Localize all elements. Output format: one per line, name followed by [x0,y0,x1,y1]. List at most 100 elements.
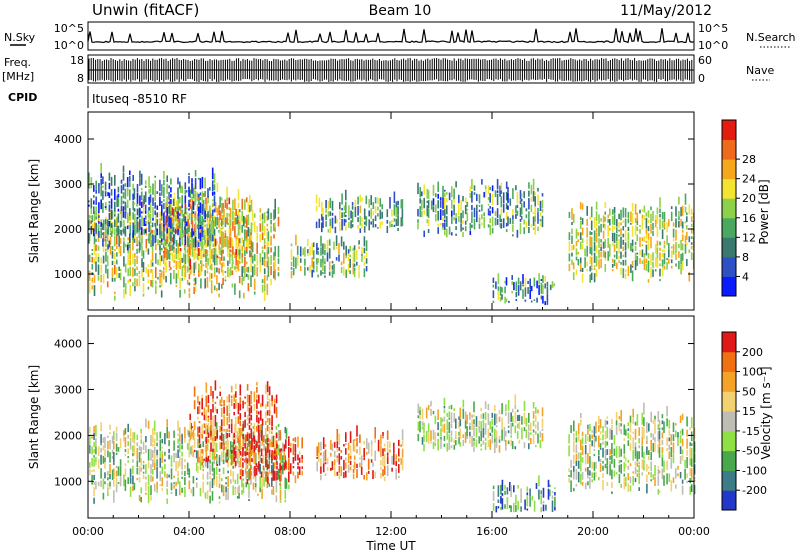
data-point [363,255,366,259]
data-point [129,215,131,221]
data-point [266,434,269,439]
data-point [160,277,163,288]
data-point [154,210,156,215]
data-point [317,258,319,264]
data-point [668,473,671,483]
data-point [152,183,154,195]
data-point [398,439,400,447]
data-point [213,285,216,291]
data-point [652,261,654,269]
data-point [593,438,596,448]
data-point [484,185,487,189]
data-point [219,257,221,265]
data-point [188,293,191,298]
data-point [476,210,478,223]
data-point [370,195,372,206]
data-point [274,470,276,481]
data-point [386,456,389,465]
data-point [579,241,582,250]
data-point [547,488,550,500]
data-point [631,260,634,266]
data-point [211,491,214,501]
data-point [627,440,630,446]
data-point [444,230,446,236]
data-point [184,234,187,246]
data-point [202,473,204,480]
data-point [419,410,421,415]
data-point [347,263,350,273]
data-point [93,481,95,485]
data-point [478,209,481,212]
data-point [349,245,351,252]
data-point [226,438,228,447]
data-point [248,433,251,439]
data-point [678,211,680,217]
data-point [464,431,467,443]
nave-tick-top: 60 [698,54,712,67]
data-point [266,484,268,488]
data-point [100,443,102,446]
data-point [211,167,214,180]
data-point [102,203,104,213]
data-point [237,450,240,458]
data-point [575,269,578,276]
data-point [616,242,618,249]
beam-title: Beam 10 [369,3,432,19]
data-point [261,448,264,451]
data-point [141,258,143,268]
data-point [123,288,125,299]
data-point [246,442,249,446]
data-point [631,212,634,224]
data-point [214,406,217,412]
data-point [235,217,237,225]
data-point [89,462,91,469]
data-point [104,449,106,457]
data-point [593,230,596,242]
data-point [226,217,228,225]
data-point [166,488,168,495]
data-point [398,464,400,473]
data-point [523,219,525,225]
data-point [199,178,202,190]
data-point [681,449,684,455]
data-point [239,476,242,480]
data-point [198,253,200,261]
data-point [138,465,141,476]
data-point [496,218,499,225]
data-point [232,441,234,454]
data-point [499,286,502,296]
data-point [188,202,190,207]
data-point [659,252,661,261]
data-point [581,481,584,486]
data-point [455,431,457,437]
data-point [255,468,258,476]
data-point [201,237,204,241]
data-point [100,277,102,283]
data-point [126,212,129,224]
data-point [216,255,219,258]
data-point [201,394,203,399]
data-point [100,468,102,479]
data-point [126,244,129,251]
data-point [666,460,668,470]
data-point [273,270,275,279]
data-point [168,431,170,439]
data-point [156,432,158,442]
data-point [198,263,200,271]
data-point [401,448,404,458]
data-point [444,189,446,192]
data-point [155,280,157,285]
data-point [347,453,350,463]
data-point [661,414,664,419]
data-point [324,261,326,265]
data-point [98,224,100,229]
data-point [149,232,152,236]
data-point [258,411,260,415]
data-point [223,400,225,407]
data-point [629,415,632,423]
data-point [670,265,673,269]
data-point [686,473,688,478]
data-point [532,178,535,191]
